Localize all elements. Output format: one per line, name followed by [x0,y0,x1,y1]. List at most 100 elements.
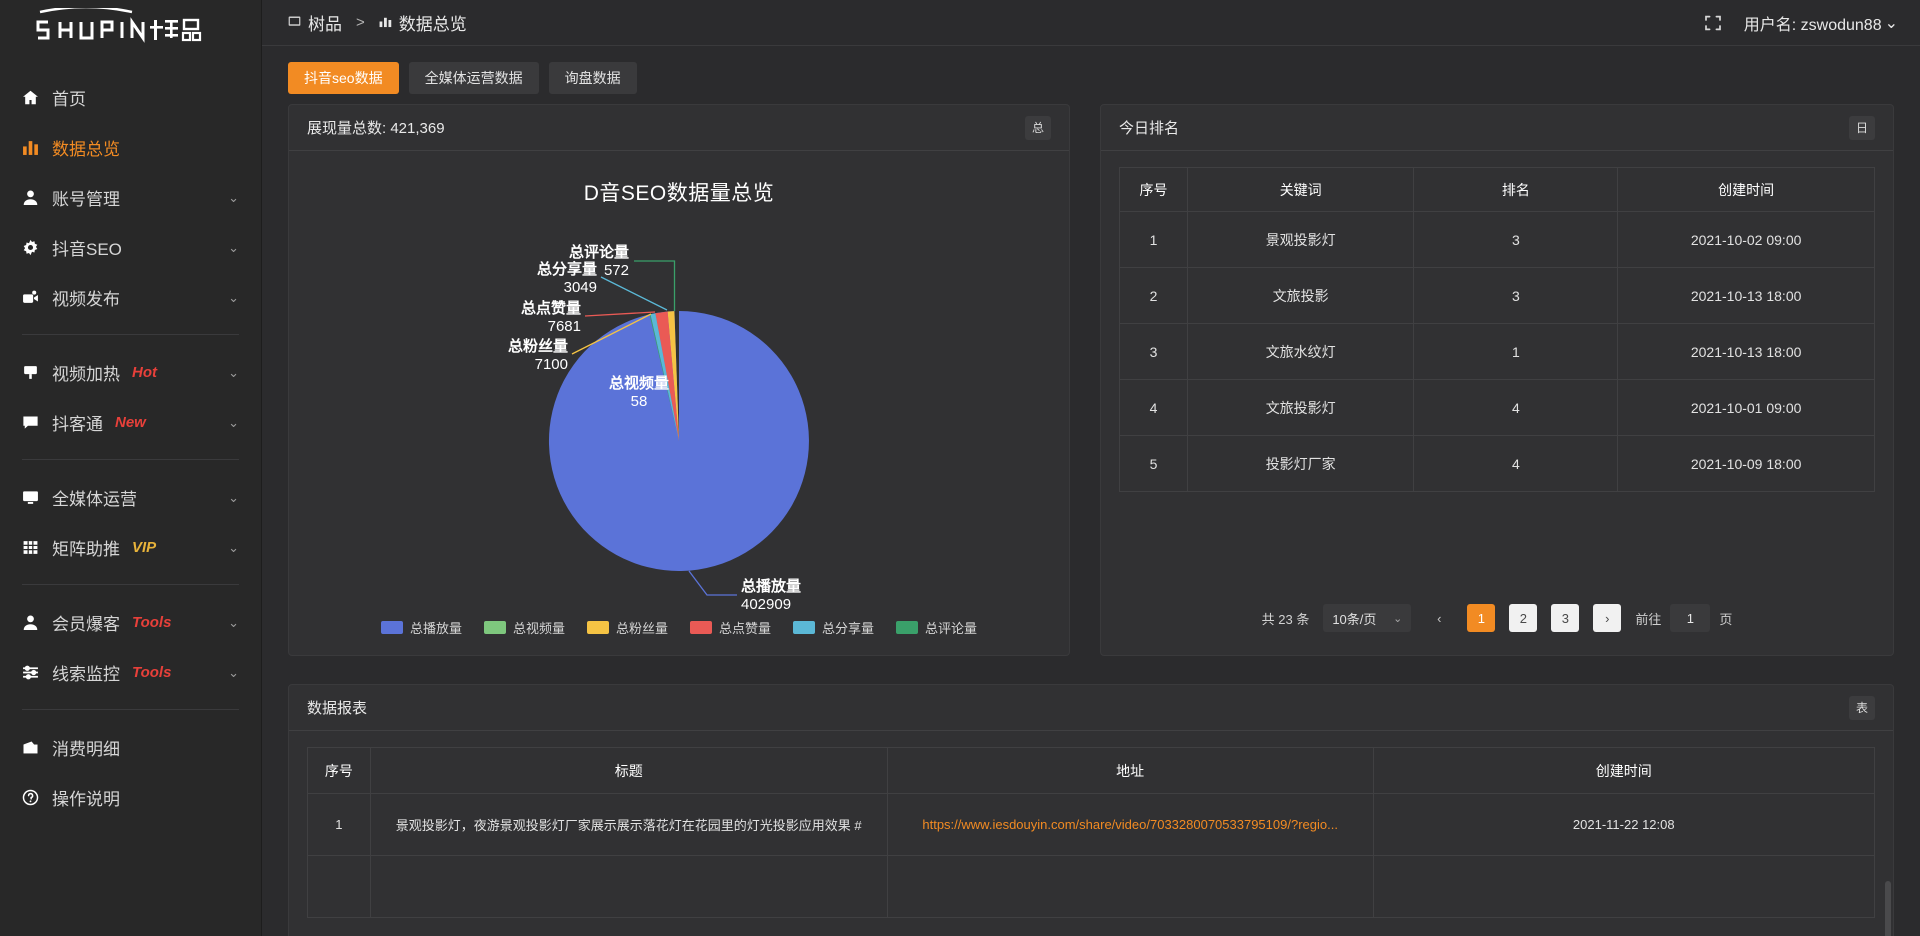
report-card-table-button[interactable]: 表 [1849,695,1875,720]
legend-item-fans[interactable]: 总粉丝量 [586,618,668,637]
legend-label: 总评论量 [925,621,978,636]
breadcrumb: 树品 > 数据总览 [288,10,467,35]
pie-label-likes-value: 7681 [548,318,581,335]
cell-no: 1 [307,793,371,856]
pie-label-likes-name: 总点赞量 [521,299,581,317]
sidebar-item-douketong[interactable]: 抖客通 New ⌄ [0,397,261,447]
chevron-down-icon: ⌄ [1884,14,1898,32]
rank-card-day-button[interactable]: 日 [1849,115,1875,140]
shupin-logo-icon [36,8,202,43]
bar-chart-icon [379,13,392,33]
table-row[interactable]: 2 文旅投影 3 2021-10-13 18:00 [1119,267,1875,324]
legend-swatch [380,621,403,634]
pie-slice-fans[interactable] [667,311,679,441]
legend-swatch [483,621,506,634]
table-row[interactable]: 1 景观投影灯，夜游景观投影灯厂家展示展示落花灯在花园里的灯光投影应用效果 # … [307,793,1876,856]
legend-item-videos[interactable]: 总视频量 [483,618,565,637]
legend-label: 总粉丝量 [615,621,668,636]
sidebar-item-omni-media[interactable]: 全媒体运营 ⌄ [0,472,261,522]
cell-no: 1 [1119,211,1188,268]
pie-slice-shares[interactable] [650,313,679,441]
sidebar-item-home[interactable]: 首页 [0,72,261,122]
pie-slice-comments[interactable] [649,314,680,441]
cell-rank: 3 [1413,267,1619,324]
sidebar-item-matrix-push[interactable]: 矩阵助推 VIP ⌄ [0,522,261,572]
sidebar-item-label: 数据总览 [52,139,120,159]
pagination-page-3[interactable]: 3 [1551,604,1580,632]
gear-icon [22,239,48,256]
table-row[interactable]: 5 投影灯厂家 4 2021-10-09 18:00 [1119,435,1875,492]
cell-created: 2021-11-22 12:08 [1372,793,1876,856]
cell-no: 5 [1119,435,1188,492]
sidebar-divider [22,334,239,335]
pie-label-plays-value: 402909 [741,596,791,613]
sidebar-item-douyin-seo[interactable]: 抖音SEO ⌄ [0,222,261,272]
chevron-down-icon: ⌄ [228,239,239,255]
sidebar: 首页 数据总览 账号管理 ⌄ 抖音SEO ⌄ [0,0,262,936]
page-size-select[interactable]: 10条/页 ⌄ [1323,604,1412,632]
report-scrollbar[interactable] [1885,881,1891,936]
pie-label-videos-name: 总视频量 [609,374,669,392]
table-header-row: 序号 关键词 排名 创建时间 [1119,167,1875,212]
sidebar-item-video-publish[interactable]: 视频发布 ⌄ [0,272,261,322]
pie-slice-likes[interactable] [655,311,679,442]
cell-created: 2021-10-13 18:00 [1617,323,1875,380]
megaphone-icon [22,364,48,381]
pagination-prev-button[interactable]: ‹ [1437,610,1442,626]
ranking-table: 序号 关键词 排名 创建时间 1 景观投影灯 3 [1119,167,1875,492]
legend-item-plays[interactable]: 总播放量 [380,618,462,637]
cell-created: 2021-10-13 18:00 [1617,267,1875,324]
cell-keyword: 文旅投影灯 [1186,379,1415,436]
sidebar-item-label: 会员爆客 [52,614,120,634]
cell-keyword: 文旅投影 [1186,267,1415,324]
tab-omni-media[interactable]: 全媒体运营数据 [408,62,539,94]
user-label: 用户名: zswodun88 [1743,16,1882,34]
sidebar-item-tag: New [115,413,146,431]
sidebar-item-label: 矩阵助推 [52,539,120,559]
table-row[interactable]: 4 文旅投影灯 4 2021-10-01 09:00 [1119,379,1875,436]
pagination-page-2[interactable]: 2 [1509,604,1538,632]
legend-label: 总视频量 [512,621,565,636]
chevron-down-icon: ⌄ [228,664,239,680]
pie-slice-plays[interactable] [548,311,809,571]
legend-label: 总分享量 [822,621,875,636]
sidebar-item-clue-monitor[interactable]: 线索监控 Tools ⌄ [0,647,261,697]
tab-douyin-seo[interactable]: 抖音seo数据 [288,62,399,94]
user-icon [22,189,48,206]
pie-label-shares-name: 总分享量 [537,260,597,278]
fullscreen-icon[interactable] [1704,14,1722,32]
sidebar-divider [22,709,239,710]
legend-item-comments[interactable]: 总评论量 [896,618,977,637]
user-menu[interactable]: 用户名: zswodun88 ⌄ [1744,11,1898,35]
tab-inquiry[interactable]: 询盘数据 [548,62,637,94]
chart-title: D音SEO数据量总览 [583,182,775,205]
breadcrumb-item-root[interactable]: 树品 [288,10,342,35]
sliders-icon [22,664,48,681]
pagination-total: 共 23 条 [1261,611,1310,627]
sidebar-item-label: 抖音SEO [52,239,122,259]
table-row[interactable]: 3 文旅水纹灯 1 2021-10-13 18:00 [1119,323,1875,380]
cell-rank: 4 [1413,435,1619,492]
table-row[interactable]: 1 景观投影灯 3 2021-10-02 09:00 [1119,211,1875,268]
sidebar-item-consumption[interactable]: 消费明细 [0,722,261,772]
legend-item-shares[interactable]: 总分享量 [793,618,874,637]
col-url: 地址 [886,747,1374,794]
sidebar-item-data-overview[interactable]: 数据总览 [0,122,261,172]
video-publish-icon [22,289,48,306]
breadcrumb-item-current[interactable]: 数据总览 [379,10,467,35]
sidebar-item-instructions[interactable]: 操作说明 [0,772,261,822]
pie-card-total-button[interactable]: 总 [1025,115,1051,140]
sidebar-item-member-blast[interactable]: 会员爆客 Tools ⌄ [0,597,261,647]
brand-logo[interactable] [0,0,261,58]
pagination-page-1[interactable]: 1 [1467,604,1496,632]
pagination-jump-input[interactable] [1670,604,1711,632]
cell-title [369,855,888,918]
report-url-link[interactable]: https://www.iesdouyin.com/share/video/70… [922,817,1338,832]
table-row[interactable] [307,855,1876,918]
pagination-next-button[interactable]: › [1593,604,1622,632]
sidebar-item-video-heat[interactable]: 视频加热 Hot ⌄ [0,347,261,397]
pie-label-fans-name: 总粉丝量 [508,337,568,355]
page-size-value: 10条/页 [1332,611,1377,627]
legend-item-likes[interactable]: 总点赞量 [690,618,771,637]
sidebar-item-account-manage[interactable]: 账号管理 ⌄ [0,172,261,222]
